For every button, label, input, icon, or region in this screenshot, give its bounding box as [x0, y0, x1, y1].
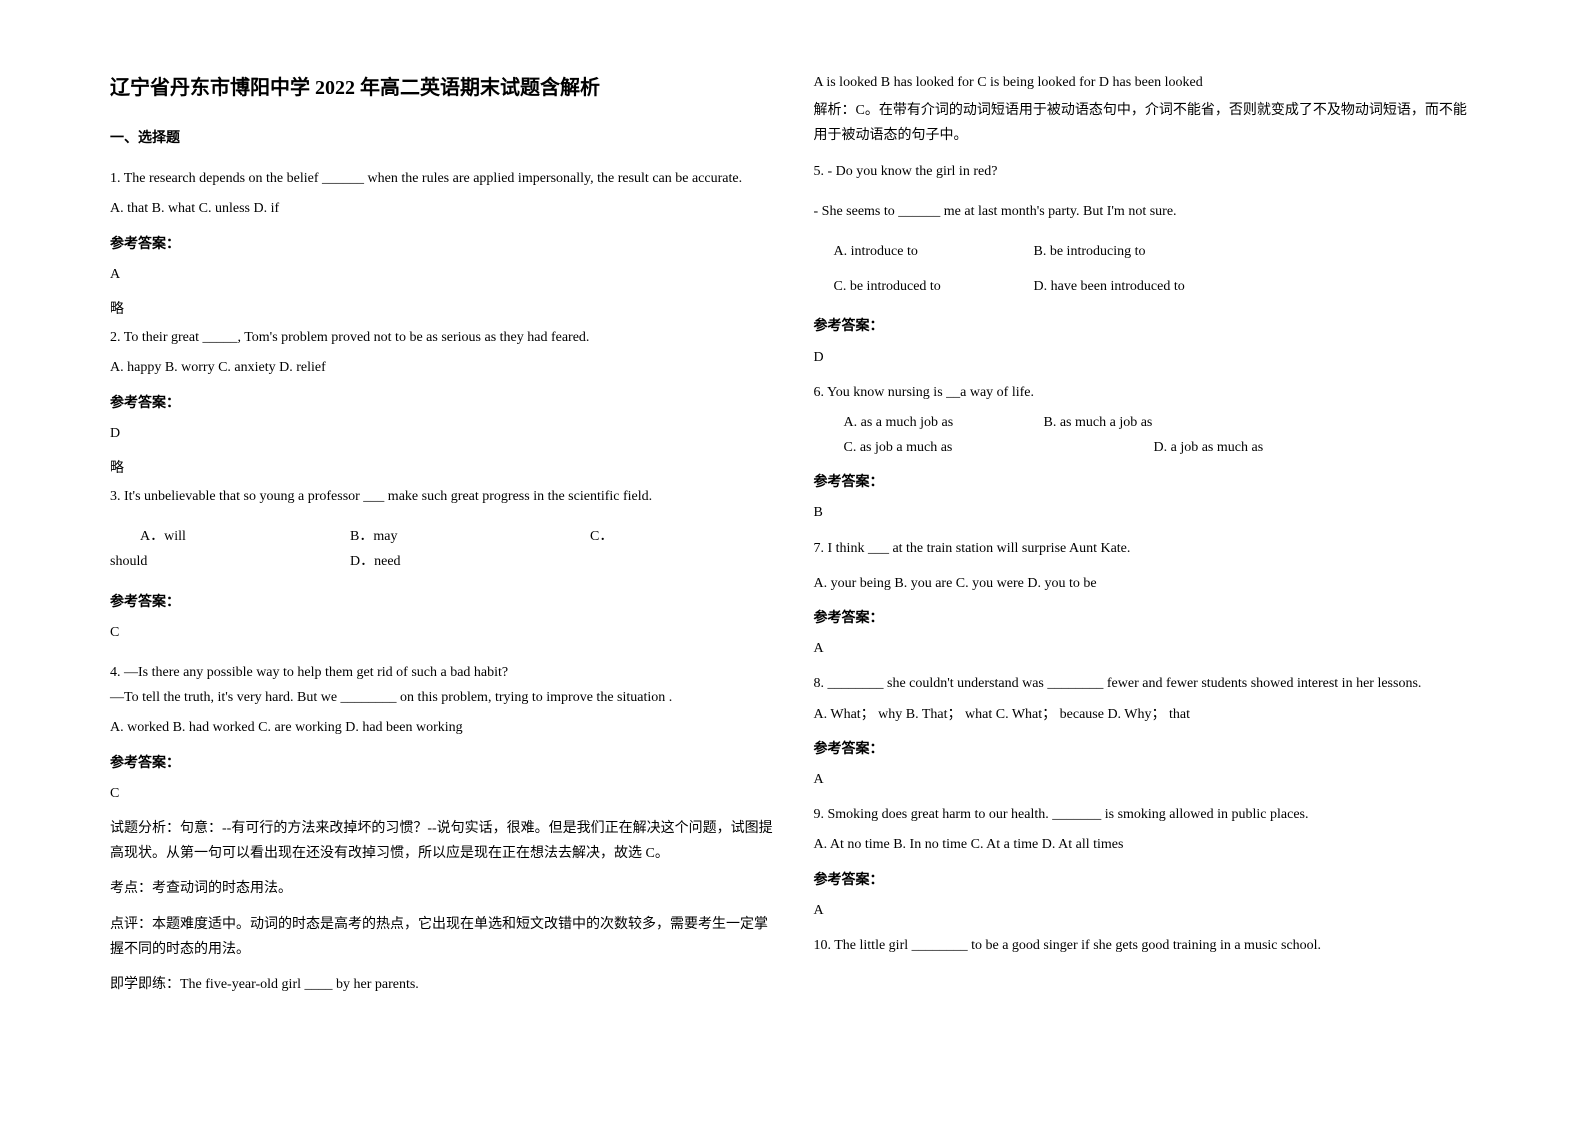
question-text: 10. The little girl ________ to be a goo…	[814, 933, 1478, 958]
right-column: A is looked B has looked for C is being …	[794, 70, 1498, 1052]
answer-label: 参考答案：	[814, 314, 1478, 339]
question-options: A. worked B. had worked C. are working D…	[110, 715, 774, 740]
answer-label: 参考答案：	[814, 606, 1478, 631]
document-title: 辽宁省丹东市博阳中学 2022 年高二英语期末试题含解析	[110, 70, 774, 106]
answer-text: D	[110, 421, 774, 446]
question-options: A. that B. what C. unless D. if	[110, 196, 774, 221]
question-options: A. as a much job as B. as much a job as …	[814, 410, 1478, 460]
question-text: 9. Smoking does great harm to our health…	[814, 802, 1478, 827]
question-options: A. your being B. you are C. you were D. …	[814, 571, 1478, 596]
explanation-text: 即学即练：The five-year-old girl ____ by her …	[110, 972, 774, 997]
question-text: - She seems to ______ me at last month's…	[814, 199, 1478, 224]
question-6: 6. You know nursing is __a way of life. …	[814, 380, 1478, 461]
section-header: 一、选择题	[110, 126, 774, 151]
option-a: A. introduce to	[834, 239, 1034, 264]
answer-text: B	[814, 500, 1478, 525]
question-7: 7. I think ___ at the train station will…	[814, 536, 1478, 596]
explanation-text: 考点：考查动词的时态用法。	[110, 876, 774, 901]
question-1: 1. The research depends on the belief __…	[110, 166, 774, 221]
answer-text: C	[110, 620, 774, 645]
option-c: C．	[590, 524, 613, 549]
option-b: B. as much a job as	[1044, 410, 1153, 435]
question-4: 4. —Is there any possible way to help th…	[110, 660, 774, 741]
option-c: C. be introduced to	[834, 274, 1034, 299]
answer-text: D	[814, 345, 1478, 370]
answer-label: 参考答案：	[110, 391, 774, 416]
question-2: 2. To their great _____, Tom's problem p…	[110, 325, 774, 380]
question-options: A. introduce to B. be introducing to C. …	[814, 239, 1478, 299]
option-b: B．may	[350, 524, 590, 549]
question-options: A is looked B has looked for C is being …	[814, 70, 1478, 95]
question-options: A. happy B. worry C. anxiety D. relief	[110, 355, 774, 380]
answer-text: C	[110, 781, 774, 806]
answer-label: 参考答案：	[110, 590, 774, 615]
answer-label: 参考答案：	[814, 868, 1478, 893]
answer-label: 参考答案：	[110, 232, 774, 257]
option-c: C. as job a much as	[844, 435, 1154, 460]
answer-note: 略	[110, 297, 774, 322]
answer-text: A	[110, 262, 774, 287]
answer-label: 参考答案：	[814, 737, 1478, 762]
question-text: 1. The research depends on the belief __…	[110, 166, 774, 191]
option-d: D. a job as much as	[1154, 435, 1264, 460]
question-9: 9. Smoking does great harm to our health…	[814, 802, 1478, 857]
answer-text: A	[814, 636, 1478, 661]
question-text: 4. —Is there any possible way to help th…	[110, 660, 774, 685]
question-text: 8. ________ she couldn't understand was …	[814, 671, 1478, 696]
answer-label: 参考答案：	[814, 470, 1478, 495]
answer-label: 参考答案：	[110, 751, 774, 776]
left-column: 辽宁省丹东市博阳中学 2022 年高二英语期末试题含解析 一、选择题 1. Th…	[90, 70, 794, 1052]
question-text: —To tell the truth, it's very hard. But …	[110, 685, 774, 710]
option-b: B. be introducing to	[1034, 239, 1146, 264]
option-a: A. as a much job as	[844, 410, 1044, 435]
explanation-text: 解析：C。在带有介词的动词短语用于被动语态句中，介词不能省，否则就变成了不及物动…	[814, 98, 1478, 148]
question-8: 8. ________ she couldn't understand was …	[814, 671, 1478, 726]
option-d: D．need	[350, 549, 401, 574]
question-5: 5. - Do you know the girl in red? - She …	[814, 159, 1478, 300]
question-options: A. At no time B. In no time C. At a time…	[814, 832, 1478, 857]
answer-text: A	[814, 898, 1478, 923]
option-a: A．will	[110, 524, 350, 549]
option-c-text: should	[110, 549, 350, 574]
question-10: 10. The little girl ________ to be a goo…	[814, 933, 1478, 958]
question-text: 5. - Do you know the girl in red?	[814, 159, 1478, 184]
question-text: 6. You know nursing is __a way of life.	[814, 380, 1478, 405]
explanation-text: 试题分析：句意：--有可行的方法来改掉坏的习惯？--说句实话，很难。但是我们正在…	[110, 816, 774, 866]
question-options: A．will B．may C． should D．need	[110, 524, 774, 574]
question-text: 7. I think ___ at the train station will…	[814, 536, 1478, 561]
question-3: 3. It's unbelievable that so young a pro…	[110, 484, 774, 575]
question-options: A. What； why B. That； what C. What； beca…	[814, 702, 1478, 727]
answer-text: A	[814, 767, 1478, 792]
explanation-text: 点评：本题难度适中。动词的时态是高考的热点，它出现在单选和短文改错中的次数较多，…	[110, 912, 774, 962]
answer-note: 略	[110, 456, 774, 481]
question-text: 2. To their great _____, Tom's problem p…	[110, 325, 774, 350]
option-d: D. have been introduced to	[1034, 274, 1185, 299]
question-text: 3. It's unbelievable that so young a pro…	[110, 484, 774, 509]
